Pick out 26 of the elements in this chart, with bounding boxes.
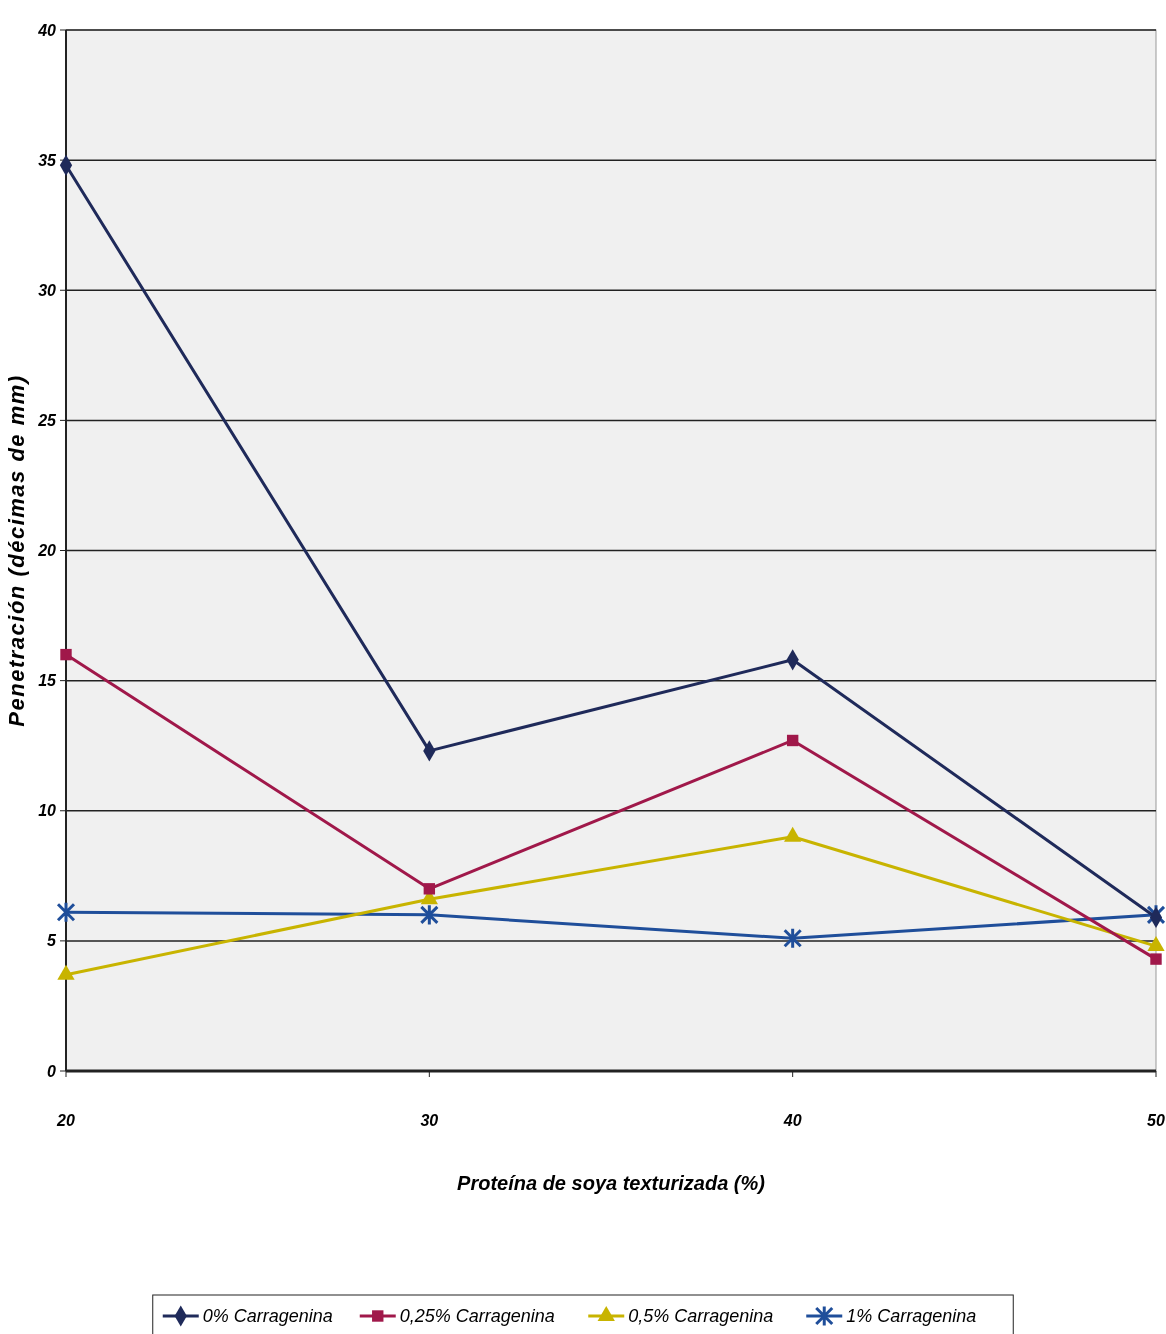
point xyxy=(60,648,72,661)
point xyxy=(786,734,799,747)
y-tick-label: 20 xyxy=(37,542,57,560)
x-axis-title: Proteína de soya texturizada (%) xyxy=(457,1172,766,1194)
x-tick-label: 40 xyxy=(782,1112,802,1129)
legend-label: 0,5% Carragenina xyxy=(628,1306,774,1327)
point xyxy=(783,927,803,950)
point xyxy=(423,883,436,895)
point xyxy=(419,903,439,926)
legend-label: 0% Carragenina xyxy=(202,1306,333,1327)
x-tick-label: 50 xyxy=(1147,1112,1165,1129)
y-tick-label: 35 xyxy=(38,151,58,169)
point xyxy=(56,901,76,924)
y-tick-label: 10 xyxy=(38,802,57,820)
y-tick-label: 25 xyxy=(37,411,58,429)
y-tick-label: 5 xyxy=(47,932,58,950)
point xyxy=(1147,936,1165,952)
legend-label: 1% Carragenina xyxy=(846,1306,977,1327)
y-axis-title: Penetración (décimas de mm) xyxy=(4,374,29,727)
legend-label: 0,25% Carragenina xyxy=(399,1306,555,1327)
y-tick-label: 30 xyxy=(38,281,57,299)
y-tick-label: 0 xyxy=(47,1062,57,1080)
y-tick-label: 40 xyxy=(37,21,57,39)
point xyxy=(1150,953,1162,965)
y-tick-label: 15 xyxy=(38,672,58,690)
x-tick-label: 30 xyxy=(420,1112,439,1129)
